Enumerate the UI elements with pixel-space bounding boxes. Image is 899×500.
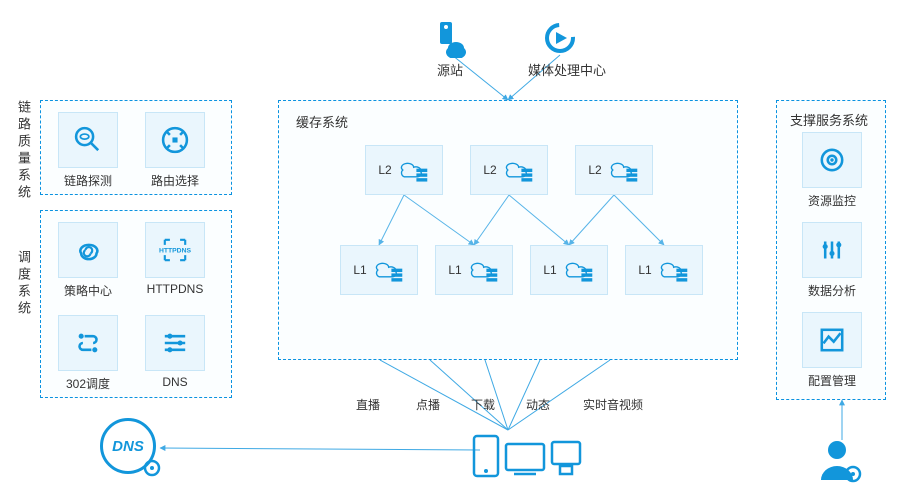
- link-probe-label: 链路探测: [52, 172, 124, 189]
- service-label: 下载: [471, 396, 495, 413]
- service-label: 动态: [526, 396, 550, 413]
- httpdns-box: HTTPDNS: [145, 222, 205, 278]
- dns-label: DNS: [139, 375, 211, 389]
- quality-system-title: 链路质量系统: [14, 100, 33, 202]
- cache-l2-node: L2: [365, 145, 443, 195]
- monitor-label: 资源监控: [796, 192, 868, 209]
- analytics-box: [802, 222, 862, 278]
- cache-l2-node: L2: [470, 145, 548, 195]
- dns-gear-icon: [140, 456, 164, 480]
- admin-user-icon: [815, 436, 865, 491]
- cache-l1-node: L1: [340, 245, 418, 295]
- support-title: 支撑服务系统: [790, 110, 868, 129]
- route-select-box: [145, 112, 205, 168]
- origin-label: 源站: [432, 60, 468, 79]
- cache-l2-node: L2: [575, 145, 653, 195]
- policy-center-box: [58, 222, 118, 278]
- cache-l1-node: L1: [625, 245, 703, 295]
- client-devices-icon: [470, 432, 590, 485]
- monitor-box: [802, 132, 862, 188]
- origin-icon: [430, 18, 470, 63]
- media-center-label: 媒体处理中心: [522, 60, 612, 79]
- cache-l1-node: L1: [435, 245, 513, 295]
- service-label: 实时音视频: [583, 396, 643, 413]
- cache-title: 缓存系统: [296, 112, 348, 131]
- service-label: 点播: [416, 396, 440, 413]
- 302-dispatch-label: 302调度: [52, 375, 124, 392]
- cache-l1-node: L1: [530, 245, 608, 295]
- cache-panel: [278, 100, 738, 360]
- config-box: [802, 312, 862, 368]
- svg-text:HTTPDNS: HTTPDNS: [159, 248, 192, 255]
- media-center-icon: [540, 18, 580, 63]
- config-label: 配置管理: [796, 372, 868, 389]
- dns-box: [145, 315, 205, 371]
- link-probe-box: [58, 112, 118, 168]
- route-select-label: 路由选择: [139, 172, 211, 189]
- service-label: 直播: [356, 396, 380, 413]
- analytics-label: 数据分析: [796, 282, 868, 299]
- httpdns-label: HTTPDNS: [139, 282, 211, 296]
- dispatch-system-title: 调度系统: [14, 250, 33, 318]
- policy-center-label: 策略中心: [52, 282, 124, 299]
- 302-dispatch-box: [58, 315, 118, 371]
